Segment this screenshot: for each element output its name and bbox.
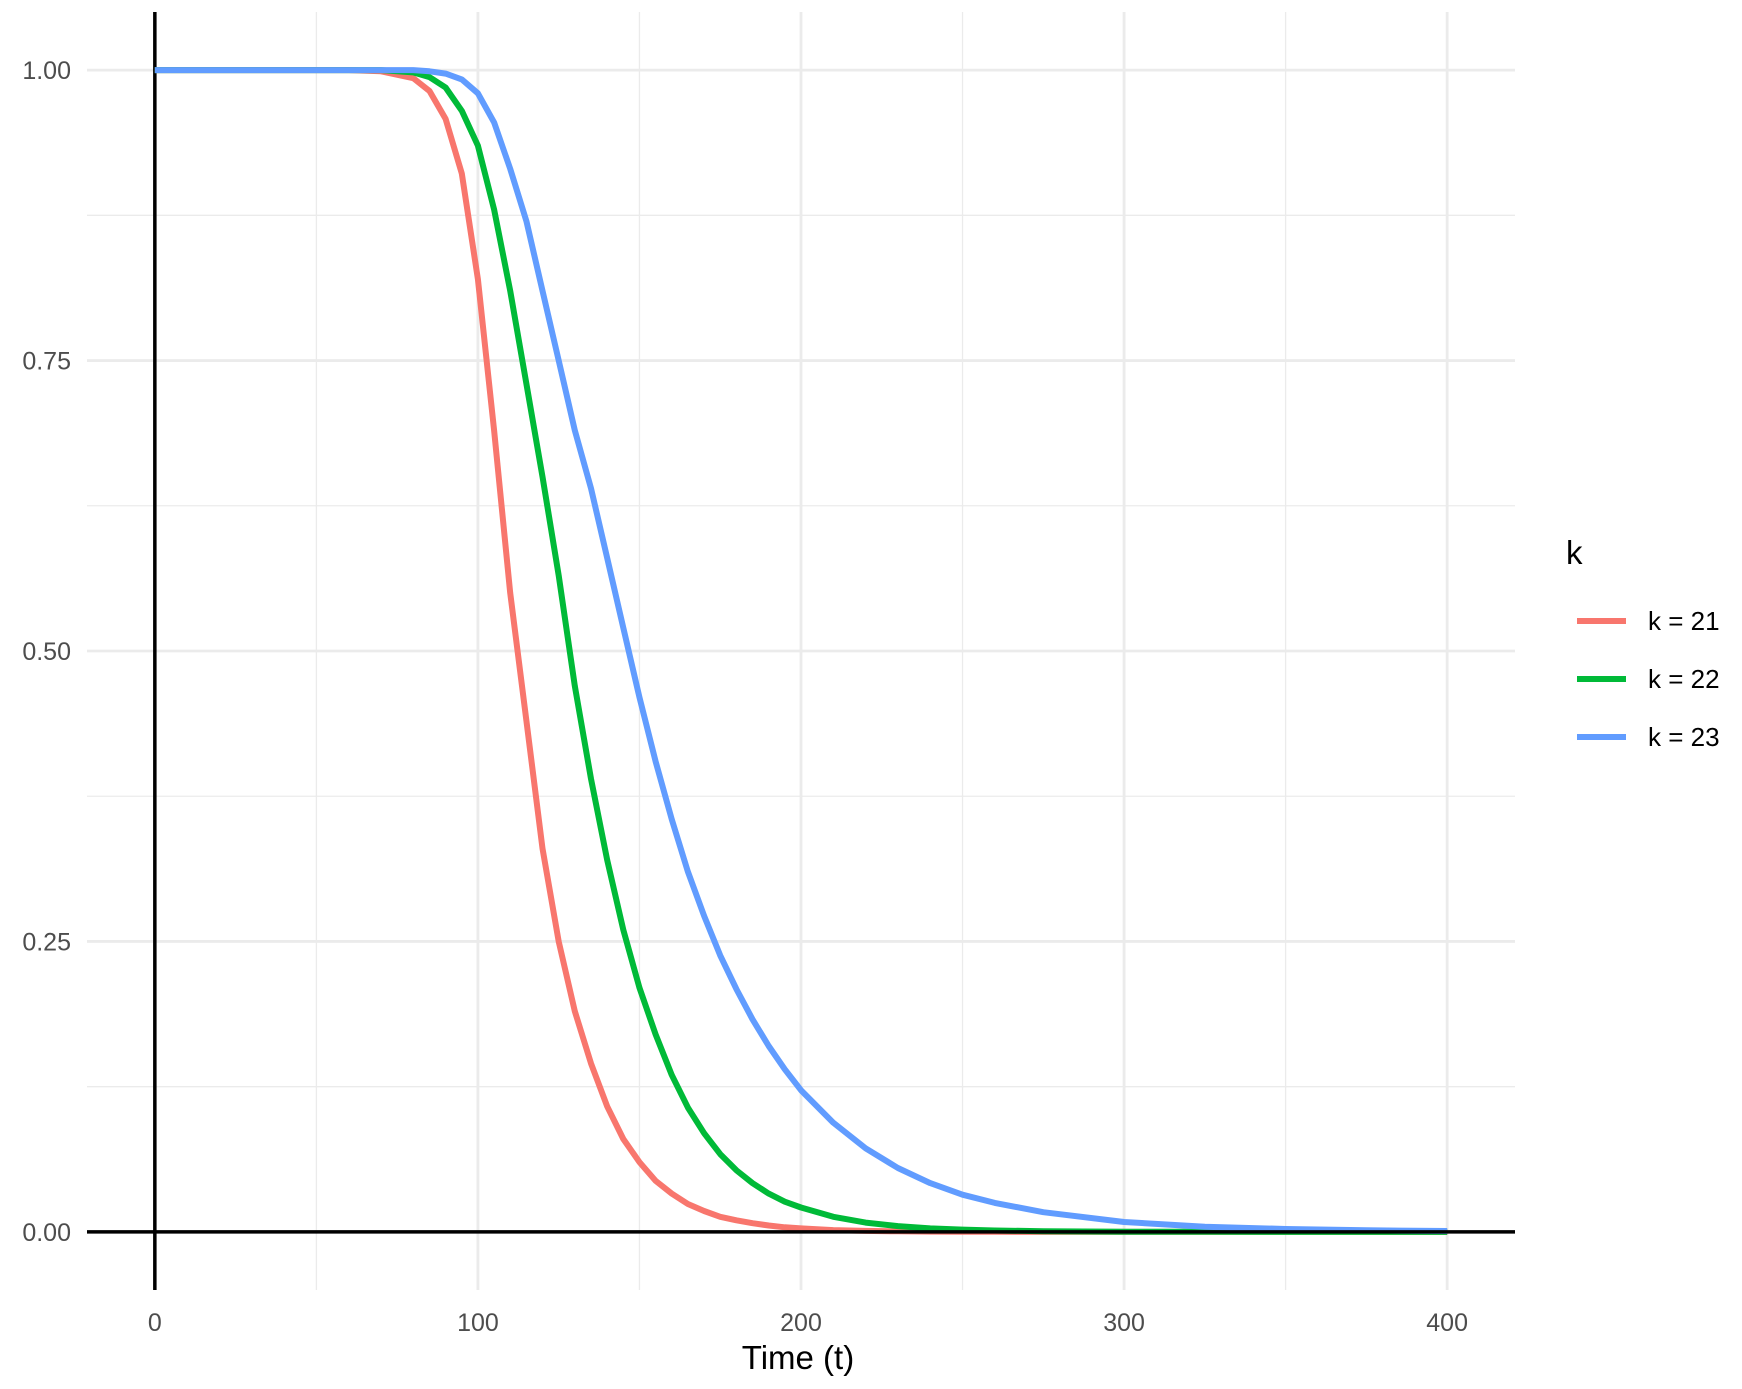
- legend-label: k = 23: [1648, 722, 1720, 752]
- legend-label: k = 22: [1648, 664, 1720, 694]
- legend-title: k: [1566, 534, 1583, 571]
- x-tick-label: 400: [1426, 1309, 1468, 1337]
- y-tick-label: 0.00: [22, 1219, 71, 1247]
- x-axis-tick-labels: 0 100 200 300 400: [148, 1309, 1468, 1337]
- y-axis-tick-labels: 0.00 0.25 0.50 0.75 1.00: [22, 57, 71, 1247]
- y-tick-label: 0.50: [22, 638, 71, 666]
- legend-item: k = 23: [1577, 722, 1720, 752]
- y-tick-label: 0.75: [22, 348, 71, 376]
- x-tick-label: 100: [457, 1309, 499, 1337]
- major-gridlines: [87, 12, 1515, 1290]
- series-lines: [87, 67, 1515, 1235]
- series-line-2: [154, 67, 1448, 1235]
- legend-item: k = 22: [1577, 664, 1720, 694]
- series-line-3: [154, 67, 1448, 1234]
- y-tick-label: 0.25: [22, 928, 71, 956]
- x-tick-label: 200: [780, 1309, 822, 1337]
- x-tick-label: 0: [148, 1309, 162, 1337]
- legend-items: k = 21 k = 22 k = 23: [1577, 606, 1720, 752]
- legend-label: k = 21: [1648, 606, 1720, 636]
- legend: k k = 21 k = 22 k = 23: [1566, 534, 1720, 752]
- y-tick-label: 1.00: [22, 57, 71, 85]
- x-tick-label: 300: [1103, 1309, 1145, 1337]
- legend-item: k = 21: [1577, 606, 1720, 636]
- x-axis-title: Time (t): [742, 1339, 854, 1376]
